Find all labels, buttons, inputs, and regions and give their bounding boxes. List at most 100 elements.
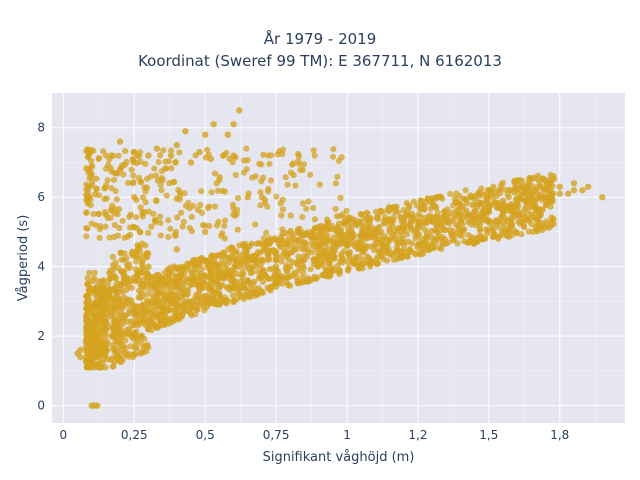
cloud-point xyxy=(471,201,478,208)
cloud-point xyxy=(418,197,425,204)
cloud-point xyxy=(410,213,417,220)
cloud-point xyxy=(287,282,294,289)
cloud-point xyxy=(430,201,438,208)
cloud-point xyxy=(110,304,118,311)
cloud-point xyxy=(120,294,127,301)
data-point xyxy=(216,270,223,277)
cloud-point xyxy=(477,199,484,206)
cloud-point xyxy=(214,301,221,308)
cloud-point xyxy=(148,223,155,230)
cloud-point xyxy=(84,274,91,282)
cloud-point xyxy=(150,210,157,217)
cloud-point xyxy=(142,199,149,206)
cloud-point xyxy=(157,219,164,227)
x-tick-label: 0,5 xyxy=(196,428,215,442)
cloud-point xyxy=(363,209,370,216)
data-point xyxy=(479,207,487,215)
cloud-point xyxy=(362,235,370,242)
cloud-point xyxy=(220,297,228,304)
data-point xyxy=(301,256,308,263)
cloud-point xyxy=(90,303,97,311)
cloud-point xyxy=(511,189,518,196)
data-point xyxy=(116,280,124,288)
cloud-point xyxy=(144,175,151,182)
cloud-point xyxy=(501,186,509,193)
cloud-point xyxy=(243,166,250,173)
cloud-point xyxy=(139,258,146,265)
cloud-point xyxy=(379,236,386,243)
cloud-point xyxy=(241,284,248,291)
cloud-point xyxy=(108,185,115,192)
cloud-point xyxy=(112,187,119,195)
cloud-point xyxy=(198,254,205,262)
data-point xyxy=(570,187,578,194)
cloud-point xyxy=(91,191,99,198)
cloud-point xyxy=(111,221,118,229)
cloud-point xyxy=(246,266,253,273)
cloud-point xyxy=(454,240,461,247)
cloud-point xyxy=(167,225,174,232)
cloud-point xyxy=(320,249,327,256)
cloud-point xyxy=(129,354,136,361)
data-point xyxy=(131,332,138,340)
cloud-point xyxy=(384,207,391,214)
data-point xyxy=(187,305,195,312)
data-point xyxy=(94,353,101,361)
cloud-point xyxy=(289,161,296,168)
cloud-point xyxy=(269,247,277,254)
cloud-point xyxy=(137,350,144,357)
cloud-point xyxy=(241,295,248,303)
data-point xyxy=(599,194,606,201)
cloud-point xyxy=(120,256,127,263)
cloud-point xyxy=(105,290,112,297)
tick-labels: 0 0,25 0,5 0,75 1 1,2 1,5 1,8 0 2 4 6 8 xyxy=(37,121,569,442)
cloud-point xyxy=(360,248,367,255)
data-point xyxy=(309,242,317,250)
cloud-point xyxy=(127,211,134,218)
cloud-point xyxy=(162,158,169,165)
cloud-point xyxy=(489,226,496,233)
cloud-point xyxy=(188,213,195,221)
data-point xyxy=(264,256,271,263)
cloud-point xyxy=(121,161,128,169)
cloud-point xyxy=(282,230,290,237)
data-point xyxy=(131,194,138,201)
cloud-point xyxy=(334,173,341,180)
cloud-point xyxy=(173,214,181,221)
cloud-point xyxy=(406,246,413,253)
cloud-point xyxy=(298,279,305,286)
cloud-point xyxy=(521,206,528,213)
cloud-point xyxy=(449,202,457,209)
cloud-point xyxy=(106,234,113,241)
cloud-point xyxy=(227,273,234,281)
data-point xyxy=(451,211,459,218)
cloud-point xyxy=(112,352,119,359)
data-point xyxy=(253,260,260,267)
data-point xyxy=(236,107,243,114)
cloud-point xyxy=(163,297,171,304)
cloud-point xyxy=(113,299,121,306)
cloud-point xyxy=(299,200,307,207)
cloud-point xyxy=(326,263,334,270)
cloud-point xyxy=(278,212,285,219)
data-point xyxy=(377,228,385,236)
cloud-point xyxy=(284,181,291,188)
cloud-point xyxy=(331,254,338,262)
data-point xyxy=(153,145,161,152)
cloud-point xyxy=(169,179,177,186)
data-point xyxy=(145,326,152,333)
data-point xyxy=(88,357,95,364)
cloud-point xyxy=(117,249,124,256)
cloud-point xyxy=(403,231,410,238)
cloud-point xyxy=(311,216,319,223)
data-point xyxy=(443,218,450,225)
data-point xyxy=(94,298,101,305)
cloud-point xyxy=(83,181,90,188)
cloud-point xyxy=(314,236,321,243)
data-point xyxy=(116,315,124,322)
cloud-point xyxy=(131,344,139,351)
data-point xyxy=(329,239,337,246)
data-point xyxy=(216,291,223,298)
cloud-point xyxy=(170,277,177,284)
